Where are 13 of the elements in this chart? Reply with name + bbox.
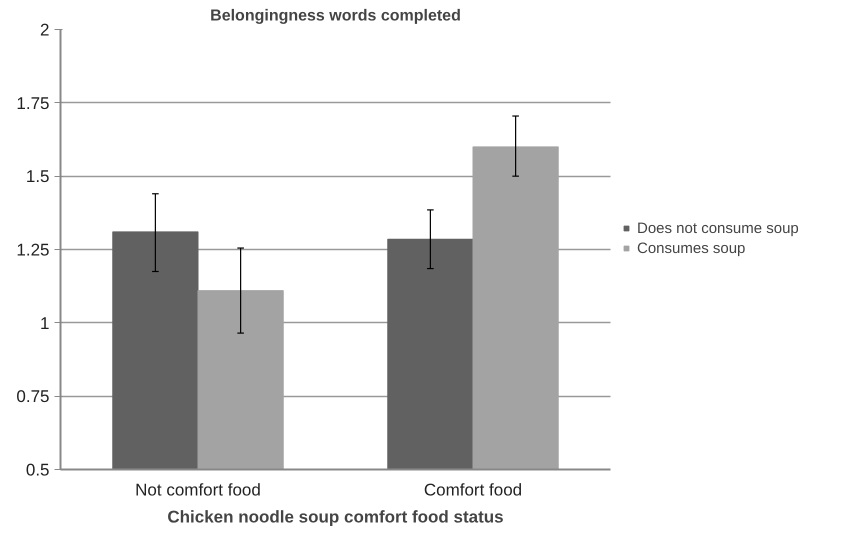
x-axis-title: Chicken noodle soup comfort food status (167, 508, 504, 526)
y-tick-label: 1.5 (26, 167, 50, 186)
y-tick-label: 1 (40, 314, 50, 333)
y-tick-label: 1.25 (16, 240, 50, 260)
y-tick-label: 2 (40, 20, 50, 40)
legend-label: Does not consume soup (637, 220, 799, 237)
y-tick-label: 0.75 (16, 387, 50, 406)
y-tick-label: 0.5 (26, 460, 50, 480)
x-tick-label: Not comfort food (135, 480, 261, 500)
chart-title: Belongingness words completed (210, 8, 461, 24)
y-tick-label: 1.75 (16, 94, 50, 113)
legend-label: Consumes soup (637, 240, 746, 257)
x-tick-label: Comfort food (424, 480, 522, 500)
